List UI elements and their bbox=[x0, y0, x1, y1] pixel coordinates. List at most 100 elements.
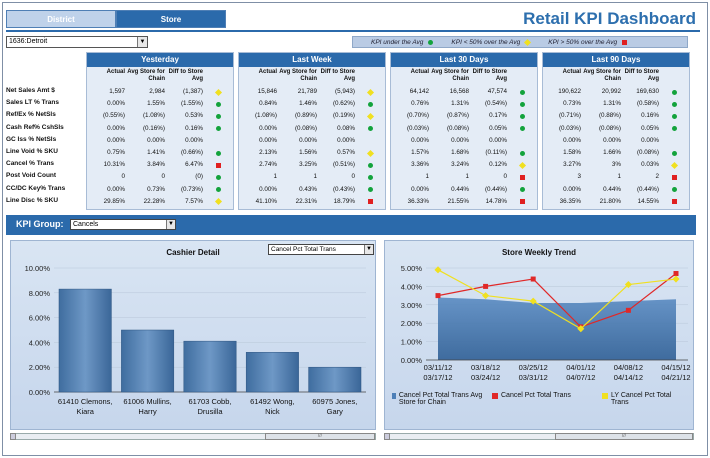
table-row: 0.75% 1.41% (0.66%) bbox=[87, 147, 233, 159]
table-cell: 1.57% bbox=[411, 148, 429, 156]
cashier-bar-chart: 0.00% 2.00% 4.00% 6.00% 8.00% 10.00% 61410 Cle… bbox=[25, 264, 366, 416]
table-cell: (1.08%) bbox=[142, 112, 165, 120]
tab-district[interactable]: District bbox=[6, 10, 116, 28]
table-cell: 190,622 bbox=[558, 88, 581, 95]
period-header[interactable]: Last 90 Days bbox=[543, 53, 689, 67]
kpi-group-dropdown[interactable]: Cancels ▼ bbox=[70, 219, 176, 230]
data-point[interactable] bbox=[434, 266, 442, 274]
column-headers: Actual Avg Store for Chain Diff to Store A… bbox=[543, 67, 689, 86]
table-cell: 0.05% bbox=[641, 124, 659, 132]
green-circle-icon bbox=[215, 113, 221, 119]
table-cell: 16,568 bbox=[449, 88, 469, 95]
kpi-group-label: KPI Group: bbox=[16, 219, 64, 229]
column-header-avg_store: Avg Store for Chain bbox=[583, 69, 621, 82]
period-header[interactable]: Last Week bbox=[239, 53, 385, 67]
data-point[interactable] bbox=[483, 283, 489, 289]
cashier-detail-title: Cashier Detail bbox=[166, 248, 220, 257]
table-cell: (0.54%) bbox=[484, 100, 507, 108]
chevron-down-icon[interactable]: ▼ bbox=[166, 220, 175, 229]
bar[interactable] bbox=[58, 288, 112, 393]
table-row: 1.57% 1.68% (0.11%) bbox=[391, 147, 537, 159]
table-cell: 3% bbox=[611, 161, 621, 169]
data-point[interactable] bbox=[530, 276, 536, 282]
period-header[interactable]: Yesterday bbox=[87, 53, 233, 67]
bar[interactable] bbox=[121, 329, 175, 393]
y-tick-label: 2.00% bbox=[29, 363, 51, 372]
data-point[interactable] bbox=[672, 275, 680, 283]
bar[interactable] bbox=[183, 340, 237, 393]
table-cell: 3.24% bbox=[451, 161, 469, 169]
kpi-row-labels: Net Sales Amt $ Sales LT % Trans Ref/Ex % … bbox=[6, 85, 86, 207]
status-indicator bbox=[355, 110, 385, 122]
status-indicator bbox=[355, 86, 385, 98]
table-row: 0.73% 1.31% (0.58%) bbox=[543, 98, 689, 110]
series-area-avg-store bbox=[438, 297, 676, 360]
red-square-icon bbox=[671, 174, 677, 180]
green-circle-icon bbox=[367, 174, 373, 180]
red-square-icon bbox=[519, 174, 525, 180]
data-point[interactable] bbox=[435, 293, 441, 299]
legend-item-actual: Cancel Pct Total Trans bbox=[492, 392, 592, 399]
x-tick-label: 03/25/12 03/31/12 bbox=[519, 363, 548, 382]
column-header-avg_store: Avg Store for Chain bbox=[431, 69, 469, 82]
bar[interactable] bbox=[308, 366, 362, 393]
table-cell: (0.87%) bbox=[446, 112, 469, 120]
table-row: 0.00% 0.00% 0.00% bbox=[543, 135, 689, 147]
table-row: 0.00% 0.43% (0.43%) bbox=[239, 184, 385, 196]
status-indicator bbox=[203, 110, 233, 122]
data-point[interactable] bbox=[577, 325, 585, 333]
chevron-down-icon[interactable]: ▼ bbox=[137, 37, 147, 47]
status-indicator bbox=[507, 171, 537, 183]
table-cell: 10.31% bbox=[103, 161, 125, 169]
series-line bbox=[437, 269, 677, 330]
scroll-thumb[interactable]: /// bbox=[555, 433, 693, 440]
table-cell: 1.46% bbox=[299, 100, 317, 108]
trend-scrollbar[interactable]: /// bbox=[384, 433, 694, 440]
table-cell: (0.08%) bbox=[636, 148, 659, 156]
table-row: 0.00% 0.44% (0.44%) bbox=[391, 184, 537, 196]
table-cell: 0.76% bbox=[411, 100, 429, 108]
status-indicator bbox=[659, 110, 689, 122]
table-cell: 0.12% bbox=[489, 161, 507, 169]
store-dropdown[interactable]: 1636:Detroit ▼ bbox=[6, 36, 148, 48]
cashier-measure-dropdown[interactable]: Cancel Pct Total Trans ▼ bbox=[268, 244, 374, 255]
table-cell: 0 bbox=[161, 173, 165, 181]
kpi-row-label: CC/DC Key% Trans bbox=[6, 184, 66, 192]
scroll-left-button[interactable] bbox=[10, 433, 16, 440]
legend-under-label: KPI under the Avg bbox=[371, 38, 424, 46]
table-cell: (0.88%) bbox=[598, 112, 621, 120]
yellow-diamond-icon bbox=[214, 88, 222, 96]
table-row: 0.00% 0.00% 0.00% bbox=[87, 135, 233, 147]
store-trend-title: Store Weekly Trend bbox=[501, 248, 577, 257]
table-row: (0.55%) (1.08%) 0.53% bbox=[87, 110, 233, 122]
status-indicator bbox=[659, 184, 689, 196]
scroll-left-button[interactable] bbox=[384, 433, 390, 440]
table-row: 41.10% 22.31% 18.79% bbox=[239, 196, 385, 208]
table-cell: 1.66% bbox=[603, 148, 621, 156]
table-row: 0.76% 1.31% (0.54%) bbox=[391, 98, 537, 110]
cashier-scrollbar[interactable]: /// bbox=[10, 433, 376, 440]
table-cell: (0.89%) bbox=[294, 112, 317, 120]
bar[interactable] bbox=[245, 352, 299, 393]
scroll-thumb[interactable]: /// bbox=[265, 433, 375, 440]
chevron-down-icon[interactable]: ▼ bbox=[364, 245, 373, 254]
yellow-diamond-icon bbox=[214, 198, 222, 206]
series-line bbox=[437, 273, 677, 328]
table-cell: 0 bbox=[503, 173, 507, 181]
table-cell: 21.80% bbox=[599, 197, 621, 205]
table-cell: 2,984 bbox=[149, 88, 165, 95]
data-point[interactable] bbox=[625, 307, 631, 313]
kpi-row-label: Ref/Ex % NetSls bbox=[6, 111, 56, 119]
tab-store[interactable]: Store bbox=[116, 10, 226, 28]
data-point[interactable] bbox=[673, 271, 679, 277]
data-point[interactable] bbox=[482, 292, 490, 300]
kpi-period-block: Yesterday Actual Avg Store for Chain Diff t… bbox=[86, 52, 234, 210]
table-cell: (0) bbox=[195, 173, 203, 181]
table-cell: 3.27% bbox=[563, 161, 581, 169]
period-header[interactable]: Last 30 Days bbox=[391, 53, 537, 67]
yellow-diamond-icon bbox=[518, 161, 526, 169]
y-tick-label: 6.00% bbox=[29, 314, 51, 323]
table-cell: 14.55% bbox=[637, 197, 659, 205]
kpi-period-block: Last Week Actual Avg Store for Chain Diff t… bbox=[238, 52, 386, 210]
kpi-legend: KPI under the Avg KPI < 50% over the Avg… bbox=[352, 36, 688, 48]
